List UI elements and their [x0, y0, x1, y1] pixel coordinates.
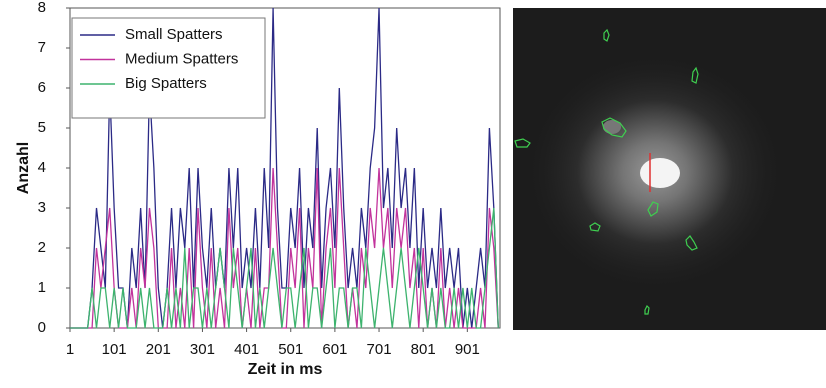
series-line	[70, 167, 499, 329]
x-tick-label: 901	[455, 341, 480, 358]
contour	[647, 201, 659, 217]
x-tick-label: 501	[278, 341, 303, 358]
x-tick-label: 601	[322, 341, 347, 358]
photo-spatter	[603, 120, 621, 134]
x-tick-label: 701	[367, 341, 392, 358]
photo	[513, 8, 826, 330]
y-tick-label: 8	[38, 0, 46, 16]
contour	[589, 222, 601, 232]
x-axis-label: Zeit in ms	[248, 361, 323, 378]
photo-melt-pool	[640, 158, 680, 188]
y-tick-label: 7	[38, 39, 46, 56]
legend-label: Small Spatters	[125, 26, 223, 43]
contour	[514, 138, 531, 148]
photo-contours	[514, 28, 699, 315]
y-tick-label: 4	[38, 159, 46, 176]
contour	[685, 235, 698, 251]
x-tick-label: 801	[411, 341, 436, 358]
legend-label: Big Spatters	[125, 75, 207, 92]
contour	[644, 304, 650, 315]
contour	[601, 117, 627, 138]
contour	[691, 66, 699, 84]
y-tick-label: 6	[38, 79, 46, 96]
contour	[603, 28, 610, 42]
series-line	[70, 7, 499, 329]
y-tick-label: 1	[38, 279, 46, 296]
x-tick-label: 401	[234, 341, 259, 358]
series-line	[70, 207, 499, 329]
y-tick-label: 5	[38, 119, 46, 136]
legend-label: Medium Spatters	[125, 50, 238, 67]
y-axis-label: Anzahl	[15, 142, 32, 194]
x-tick-label: 1	[66, 341, 74, 358]
x-tick-label: 301	[190, 341, 215, 358]
y-tick-label: 3	[38, 199, 46, 216]
x-tick-label: 201	[146, 341, 171, 358]
x-tick-label: 101	[102, 341, 127, 358]
y-tick-label: 0	[38, 319, 46, 336]
y-tick-label: 2	[38, 239, 46, 256]
